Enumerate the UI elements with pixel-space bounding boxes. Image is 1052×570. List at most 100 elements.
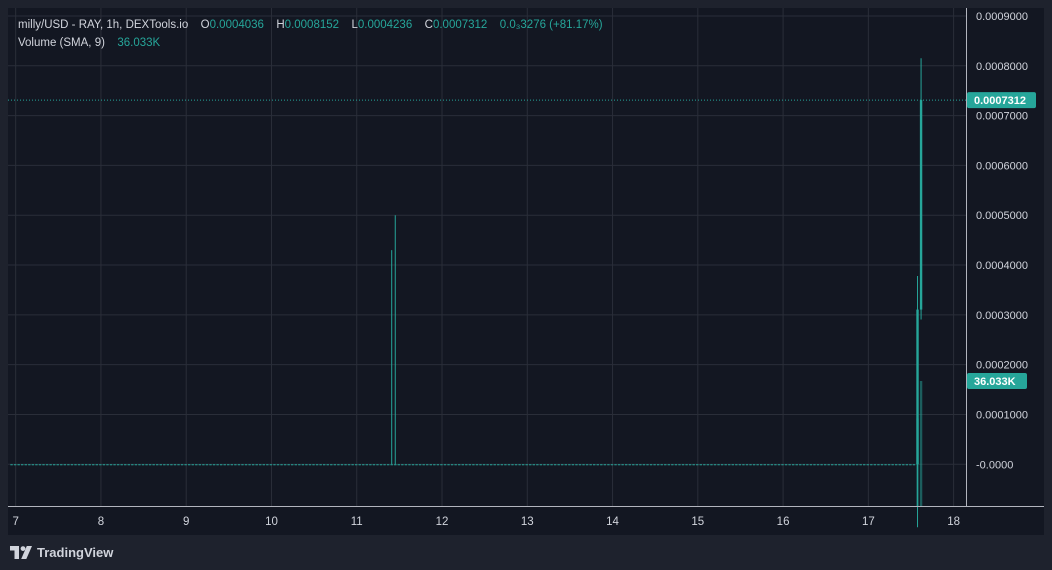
x-tick-label: 16 <box>777 516 790 528</box>
candle-body <box>838 464 841 466</box>
x-tick-label: 12 <box>436 516 449 528</box>
volume-bar <box>919 381 923 506</box>
candle-body <box>99 464 102 466</box>
candle-body <box>489 464 493 466</box>
candle-body <box>795 464 798 466</box>
candle-body <box>504 464 507 466</box>
candle-body <box>230 464 234 466</box>
candle-body <box>418 464 422 466</box>
candle-body <box>259 464 262 466</box>
candle-body <box>585 464 589 466</box>
y-tick-label: 0.0006000 <box>976 160 1028 172</box>
candle-body <box>60 464 63 466</box>
candle-body <box>632 464 635 466</box>
candle-body <box>500 464 504 466</box>
candle-body <box>305 464 308 466</box>
candle-body <box>35 464 38 466</box>
candle-body <box>866 464 869 466</box>
candle-body <box>113 464 116 466</box>
candle-body <box>770 464 774 466</box>
candle-body <box>205 464 209 466</box>
candles <box>10 58 923 528</box>
candle-body <box>198 464 202 466</box>
candle-body <box>354 464 358 466</box>
candle-body <box>379 464 383 466</box>
candle-body <box>173 464 177 466</box>
candle-body <box>383 464 386 466</box>
candle-body <box>216 464 219 466</box>
candle-body <box>63 464 67 466</box>
candle-body <box>219 464 223 466</box>
candle-body <box>468 464 472 466</box>
candle-body <box>749 464 752 466</box>
candle-body <box>45 464 49 466</box>
candle-body <box>116 464 120 466</box>
candle-body <box>713 464 717 466</box>
candle-body <box>475 464 479 466</box>
candle-body <box>887 464 891 466</box>
candle-body <box>422 464 425 466</box>
y-tick-label: 0.0008000 <box>976 61 1028 73</box>
candle-body <box>472 464 475 466</box>
candle-body <box>106 464 109 466</box>
candle-body <box>635 464 639 466</box>
candle-body <box>720 464 724 466</box>
high-label: H <box>276 19 285 31</box>
candle-body <box>294 464 297 466</box>
candle-body <box>649 464 653 466</box>
x-tick-label: 14 <box>606 516 619 528</box>
candle-body <box>852 464 855 466</box>
candle-body <box>458 464 461 466</box>
candle-body <box>905 464 909 466</box>
candle-body <box>401 464 404 466</box>
candle-body <box>21 464 24 466</box>
candle-body <box>394 464 397 466</box>
candle-body <box>809 464 813 466</box>
candle-body <box>195 464 198 466</box>
candle-body <box>596 464 599 466</box>
candle-body <box>571 464 575 466</box>
candlestick-chart[interactable]: 0.0009000 0.0008000 0.0007000 0.0006000 0.00… <box>8 8 1044 535</box>
tradingview-logo-icon <box>10 545 32 559</box>
candle-body <box>131 464 134 466</box>
grid-lines <box>8 8 966 506</box>
candle-body <box>283 464 287 466</box>
change-value: 0.0₃3276 (+81.17%) <box>499 19 603 31</box>
candle-body <box>386 464 390 466</box>
candle-body <box>369 464 372 466</box>
chart-area[interactable]: 0.0009000 0.0008000 0.0007000 0.0006000 0.00… <box>8 8 1044 535</box>
candle-body <box>717 464 720 466</box>
candle-body <box>696 464 699 466</box>
x-tick-label: 13 <box>521 516 534 528</box>
candle-body <box>479 464 482 466</box>
candle-body <box>831 464 834 466</box>
low-label: L <box>351 19 358 31</box>
candle-body <box>511 464 514 466</box>
candle-body <box>816 464 820 466</box>
candle-body <box>525 464 528 466</box>
candle-body <box>223 464 226 466</box>
tradingview-brand[interactable]: TradingView <box>10 543 113 561</box>
candle-body <box>756 464 759 466</box>
candle-body <box>170 464 173 466</box>
high-value: 0.0008152 <box>284 19 340 31</box>
x-tick-label: 10 <box>265 516 278 528</box>
candle-body <box>575 464 578 466</box>
candle-body <box>813 464 816 466</box>
candle-body <box>358 464 361 466</box>
candle-body <box>731 464 734 466</box>
candle-body <box>120 464 123 466</box>
candle-body <box>486 464 489 466</box>
candle-body <box>408 464 411 466</box>
close-label: C <box>424 19 433 31</box>
candle-body <box>184 464 187 466</box>
candle-body <box>10 464 13 466</box>
candle-body <box>735 464 738 466</box>
candle-body <box>557 464 560 466</box>
volume-bars <box>916 381 923 506</box>
candle-body <box>84 464 88 466</box>
candle-body <box>799 464 802 466</box>
candle-body <box>806 464 809 466</box>
symbol-label[interactable]: milly/USD - RAY, 1h, DEXTools.io <box>18 19 189 31</box>
volume-label[interactable]: Volume (SMA, 9) <box>18 37 105 49</box>
